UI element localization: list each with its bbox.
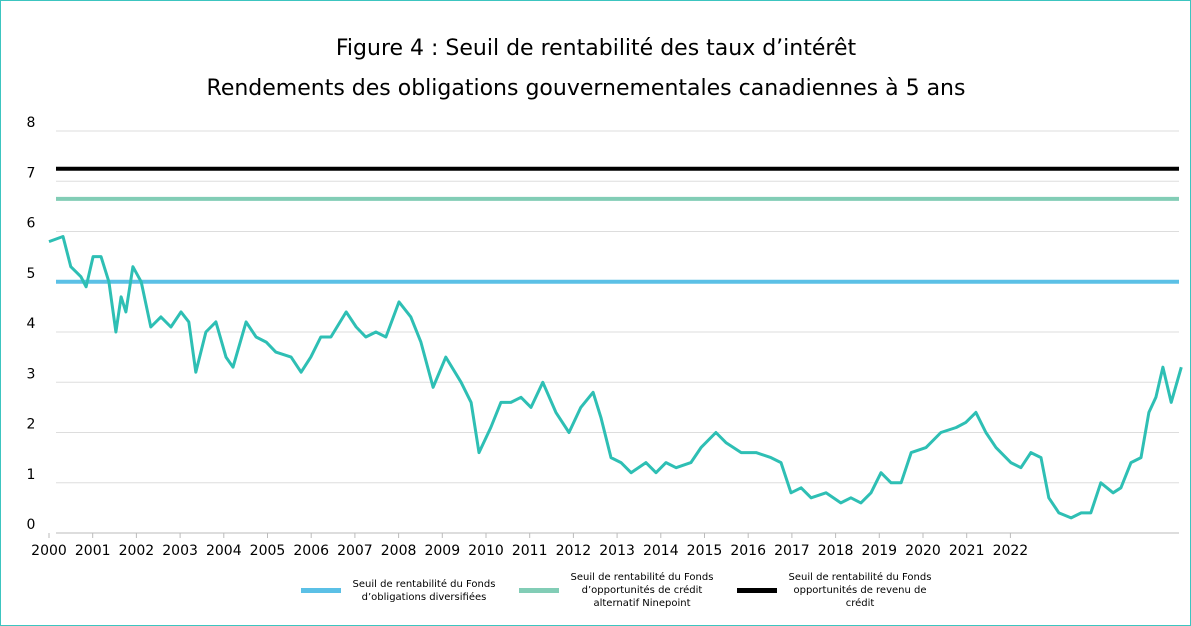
x-tick-label: 2007 <box>337 543 373 559</box>
x-tick-label: 2020 <box>905 543 941 559</box>
y-tick-label: 0 <box>27 517 36 533</box>
x-tick-label: 2009 <box>424 543 460 559</box>
chart: Figure 4 : Seuil de rentabilité des taux… <box>27 36 1183 559</box>
x-tick-label: 2017 <box>774 543 810 559</box>
y-tick-label: 7 <box>27 165 36 181</box>
legend-label: Seuil de rentabilité du Fonds d’obligati… <box>352 578 496 603</box>
x-tick-label: 2010 <box>468 543 504 559</box>
chart-subtitle: Rendements des obligations gouvernementa… <box>207 76 966 101</box>
x-tick-label: 2004 <box>206 543 242 559</box>
y-tick-label: 2 <box>27 417 36 433</box>
x-tick-label: 2014 <box>643 543 679 559</box>
x-tick-label: 2003 <box>162 543 198 559</box>
x-tick-label: 2002 <box>119 543 155 559</box>
legend-swatch <box>737 588 777 593</box>
legend-entry: Seuil de rentabilité du Fonds d’opportun… <box>519 571 717 610</box>
x-tick-label: 2008 <box>381 543 417 559</box>
chart-title: Figure 4 : Seuil de rentabilité des taux… <box>336 36 857 61</box>
x-tick-label: 2015 <box>687 543 723 559</box>
y-tick-label: 5 <box>27 266 36 282</box>
legend-label: Seuil de rentabilité du Fonds d’opportun… <box>570 572 714 609</box>
x-tick-label: 2001 <box>75 543 111 559</box>
legend-swatch <box>301 588 341 593</box>
y-tick-label: 3 <box>27 366 36 382</box>
legend-swatch <box>519 588 559 593</box>
legend-entry: Seuil de rentabilité du Fonds d’obligati… <box>301 571 499 610</box>
x-tick-label: 2019 <box>861 543 897 559</box>
x-tick-label: 2013 <box>599 543 635 559</box>
x-tick-label: 2005 <box>250 543 286 559</box>
x-tick-label: 2000 <box>31 543 67 559</box>
legend: Seuil de rentabilité du Fonds d’obligati… <box>301 571 1001 610</box>
x-tick-label: 2012 <box>556 543 592 559</box>
x-tick-label: 2011 <box>512 543 548 559</box>
y-tick-label: 4 <box>27 316 36 332</box>
y-tick-label: 6 <box>27 216 36 232</box>
legend-label: Seuil de rentabilité du Fonds opportunit… <box>788 572 932 609</box>
x-tick-label: 2021 <box>949 543 985 559</box>
y-tick-label: 1 <box>27 467 36 483</box>
yield-line <box>48 235 1183 520</box>
x-tick-label: 2022 <box>993 543 1029 559</box>
x-tick-label: 2018 <box>818 543 854 559</box>
x-tick-label: 2006 <box>293 543 329 559</box>
y-tick-label: 8 <box>27 115 36 131</box>
legend-entry: Seuil de rentabilité du Fonds opportunit… <box>737 571 935 610</box>
x-tick-label: 2016 <box>730 543 766 559</box>
